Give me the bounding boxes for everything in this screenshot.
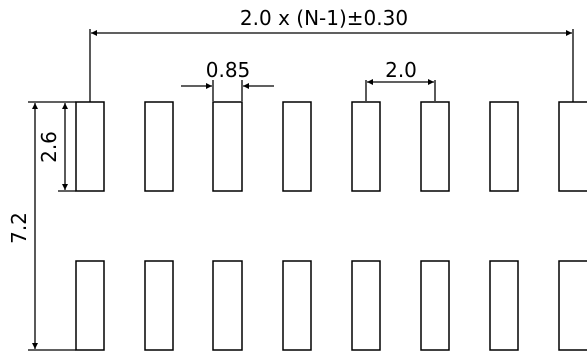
pad [489, 101, 519, 192]
pad [144, 101, 174, 192]
pad [282, 101, 312, 192]
pad [212, 101, 243, 192]
pad-length-label: 2.6 [37, 131, 61, 163]
pad [420, 260, 450, 351]
pad-width-label: 0.85 [206, 58, 251, 82]
pad [282, 260, 312, 351]
pad [75, 260, 105, 351]
row-span-label: 7.2 [7, 212, 31, 244]
pad [489, 260, 519, 351]
pad [75, 101, 105, 192]
pad [558, 260, 587, 351]
pitch-dimension [365, 79, 436, 101]
pad [558, 101, 587, 192]
overall-dimension-label: 2.0 x (N-1)±0.30 [240, 6, 408, 30]
pad [351, 260, 381, 351]
pad-length-dimension [58, 101, 76, 192]
pad-width-dimension [181, 80, 274, 101]
pad-row-top [75, 101, 587, 192]
pad [420, 101, 450, 192]
pad [351, 101, 381, 192]
pad [144, 260, 174, 351]
overall-dimension [89, 29, 574, 102]
row-span-dimension [28, 101, 76, 351]
pad [212, 260, 243, 351]
pitch-label: 2.0 [385, 58, 417, 82]
pad-row-bottom [75, 260, 587, 351]
